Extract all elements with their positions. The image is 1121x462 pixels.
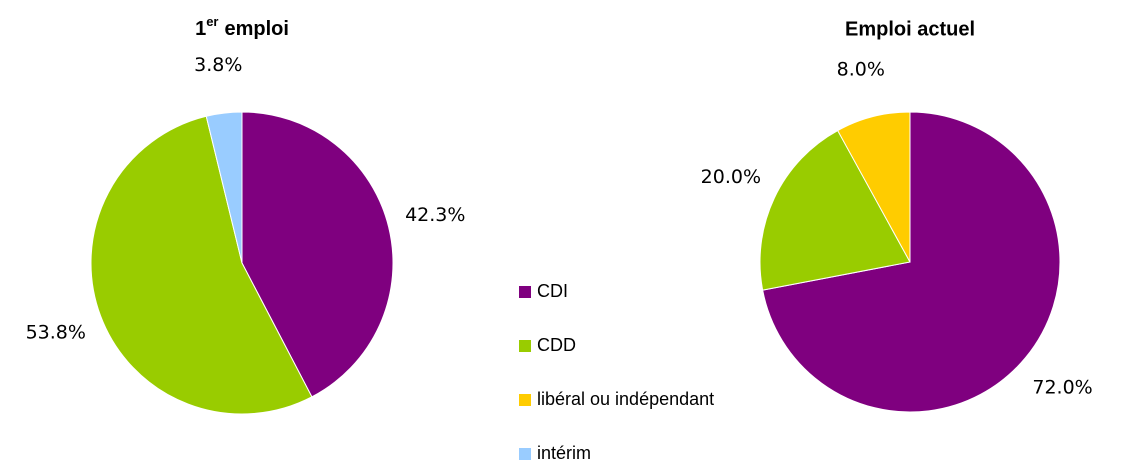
legend-swatch [519,286,531,298]
pie-slice [241,111,394,398]
legend-swatch [519,394,531,406]
data-label: 3.8% [194,54,242,76]
title-rest: emploi [224,18,288,40]
legend-swatch [519,340,531,352]
chart-title: 1er emploi [195,14,289,40]
pie-slice [837,111,911,263]
legend-label: CDD [537,335,576,355]
title-main: 1 [195,18,206,40]
pie-slice [90,115,313,415]
pie-slice [762,111,1061,413]
data-label: 72.0% [1032,377,1092,399]
legend-label: intérim [537,443,591,462]
chart-title: Emploi actuel [845,18,975,40]
data-label: 42.3% [405,204,465,226]
legend-label: libéral ou indépendant [537,389,714,409]
pie-slice [759,129,911,291]
legend-label: CDI [537,281,568,301]
data-label: 20.0% [701,166,761,188]
title-superscript: er [206,14,218,29]
data-label: 8.0% [837,59,885,81]
data-label: 53.8% [26,322,86,344]
pie-slice [205,111,243,264]
legend-swatch [519,448,531,460]
